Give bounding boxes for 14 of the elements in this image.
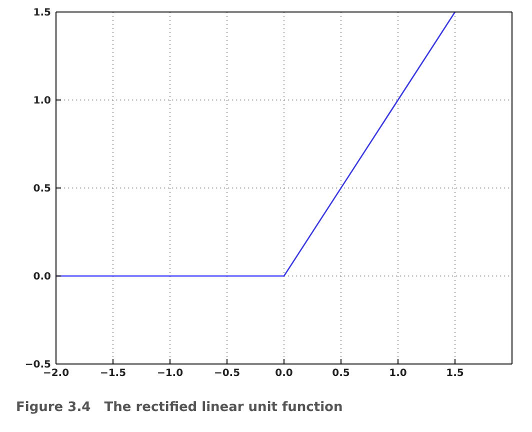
x-tick-label: 0.0 — [275, 368, 293, 380]
x-tick-label: −0.5 — [214, 368, 240, 380]
x-tick-label: 1.0 — [389, 368, 407, 380]
y-tick-label: 1.0 — [33, 96, 52, 107]
x-tick-label: −2.0 — [42, 368, 70, 380]
caption: Figure 3.4 The rectified linear unit function — [16, 400, 344, 415]
y-tick-label: 0.0 — [33, 272, 52, 283]
x-tick-label: 0.5 — [332, 368, 350, 380]
x-tick-label: −1.0 — [156, 368, 184, 380]
x-tick-label: 1.5 — [446, 368, 464, 380]
y-tick-label: −0.5 — [24, 360, 52, 371]
y-tick-label: 1.5 — [33, 8, 52, 19]
y-tick-label: 0.5 — [33, 184, 52, 195]
x-tick-label: −1.5 — [100, 368, 126, 380]
